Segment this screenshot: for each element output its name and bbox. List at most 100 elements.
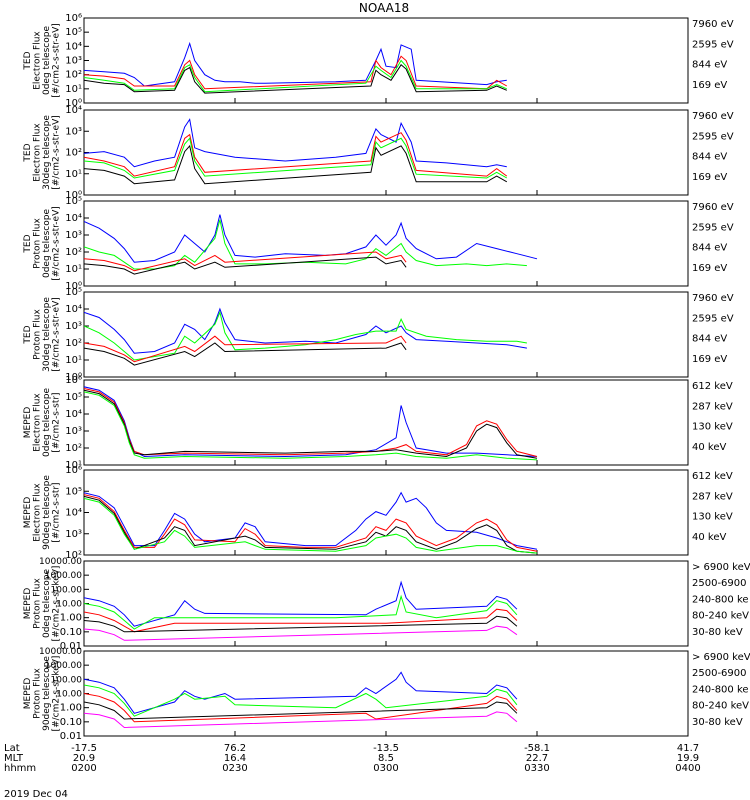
series-green <box>84 497 538 554</box>
legend-entry: 2500-6900 <box>692 668 747 679</box>
y-axis-label: Proton Flux <box>33 218 43 269</box>
y-tick-label: 10¹ <box>65 264 82 275</box>
series-group <box>84 491 538 554</box>
legend-entry: 2595 eV <box>692 39 734 50</box>
y-axis-label: 0deg telescope <box>42 388 52 458</box>
y-axis-label: TED <box>23 51 33 70</box>
panel-6: 10² 10³ 10⁴ 10⁵ 10⁶ MEPED Electron Flux 90deg t… <box>23 465 733 561</box>
figure-date: 2019 Dec 04 <box>4 789 68 800</box>
y-axis-label: [#/cm2-s-sr-keV] <box>52 566 62 642</box>
time-axis-tick-mlt: 8.5 <box>378 753 394 764</box>
panel-frame <box>83 650 689 737</box>
series-red <box>84 494 538 552</box>
legend-entry: 240-800 ke <box>692 684 749 695</box>
y-axis-label: TED <box>23 234 33 253</box>
series-group <box>84 386 538 461</box>
legend-entry: 40 keV <box>692 532 726 543</box>
series-green <box>84 310 527 361</box>
y-tick-label: 10⁰ <box>65 98 82 109</box>
y-axis-label: Electron Flux <box>33 123 43 182</box>
series-green <box>84 594 518 630</box>
time-axis-tick-mlt: 22.7 <box>526 753 548 764</box>
y-tick-label: 10² <box>65 550 82 561</box>
panel-frame <box>83 469 689 556</box>
y-tick-label: 10⁴ <box>65 409 82 420</box>
y-axis-label: [#/cm2-s-str] <box>52 482 62 542</box>
legend-entry: 169 eV <box>692 172 727 183</box>
y-axis-label: MEPED <box>23 497 33 529</box>
y-tick-label: 10¹ <box>65 355 82 366</box>
legend-entry: 30-80 keV <box>692 717 743 728</box>
y-axis-label: [#/cm2-s-str-eV] <box>52 23 62 98</box>
y-tick-label: 10² <box>65 338 82 349</box>
time-axis-tick-lat: 76.2 <box>224 743 246 754</box>
series-blue <box>84 41 507 87</box>
series-red <box>84 251 407 272</box>
panel-3: 10⁰ 10¹ 10² 10³ 10⁴ 10⁵ TED Proton Flux 0deg tel… <box>23 196 734 292</box>
legend-entry: 240-800 ke <box>692 594 749 605</box>
series-black <box>84 144 508 185</box>
series-black <box>84 342 407 366</box>
panel-2: 10⁰ 10¹ 10² 10³ 10⁴ TED Electron Flux 30deg tel… <box>23 105 734 201</box>
series-black <box>84 64 507 94</box>
y-tick-label: 10⁴ <box>65 304 82 315</box>
time-axis-tick-lat: -58.1 <box>524 743 550 754</box>
y-tick-label: 10³ <box>65 230 82 241</box>
y-tick-label: 1000.00 <box>45 571 82 581</box>
panel-5: 10¹ 10² 10³ 10⁴ 10⁵ 10⁶ MEPED Electron Flux 0deg… <box>23 375 733 471</box>
time-axis-row-label: hhmm <box>4 763 36 774</box>
y-tick-label: 10⁵ <box>65 287 82 298</box>
panel-4: 10⁰ 10¹ 10² 10³ 10⁴ 10⁵ TED Proton Flux 30deg te… <box>23 287 734 383</box>
series-blue <box>84 214 538 263</box>
y-tick-label: 0.10 <box>60 717 82 728</box>
y-tick-label: 0.01 <box>60 731 82 742</box>
series-magenta <box>84 625 518 641</box>
y-axis-label: [#/cm2-s-str-eV] <box>52 297 62 372</box>
y-tick-label: 10³ <box>65 426 82 437</box>
y-tick-label: 10000.00 <box>39 557 82 567</box>
y-tick-label: 10² <box>65 70 82 81</box>
legend-entry: 169 eV <box>692 354 727 365</box>
y-axis-label: Proton Flux <box>33 668 43 719</box>
legend-entry: 2595 eV <box>692 131 734 142</box>
y-axis-label: Electron Flux <box>33 31 43 90</box>
series-red <box>84 55 508 90</box>
series-group <box>84 118 508 185</box>
legend-entry: 80-240 keV <box>692 701 749 712</box>
legend-entry: 80-240 keV <box>692 611 749 622</box>
figure-title: NOAA18 <box>359 1 409 15</box>
series-red <box>84 132 508 177</box>
legend-entry: 2595 eV <box>692 222 734 233</box>
y-tick-label: 10000.00 <box>39 647 82 657</box>
y-tick-label: 10² <box>65 247 82 258</box>
series-black <box>84 701 518 720</box>
time-axis-tick-mlt: 16.4 <box>224 753 246 764</box>
y-tick-label: 10⁶ <box>65 465 82 476</box>
legend-entry: 169 eV <box>692 263 727 274</box>
y-tick-label: 10⁶ <box>65 375 82 386</box>
series-group <box>84 307 527 366</box>
y-tick-label: 10³ <box>65 321 82 332</box>
series-magenta <box>84 711 518 729</box>
series-red <box>84 335 407 363</box>
y-tick-label: 10⁴ <box>65 105 82 116</box>
y-axis-label: [#/cm2-s-str] <box>52 392 62 452</box>
legend-entry: 287 keV <box>692 401 733 412</box>
legend-entry: > 6900 keV <box>692 562 750 573</box>
panel-7: 0.01 0.10 1.00 10.00 100.00 1000.00 10000.00 ME… <box>23 557 750 652</box>
time-axis-tick-hhmm: 0300 <box>373 763 398 774</box>
legend-entry: 2595 eV <box>692 313 734 324</box>
y-tick-label: 10⁴ <box>65 508 82 519</box>
series-red <box>84 693 518 723</box>
legend-entry: 7960 eV <box>692 202 734 213</box>
series-blue <box>84 491 538 550</box>
y-tick-label: 10⁰ <box>65 281 82 292</box>
y-axis-label: Proton Flux <box>33 309 43 360</box>
y-tick-label: 10⁴ <box>65 213 82 224</box>
y-axis-label: Electron Flux <box>33 393 43 452</box>
legend-entry: 7960 eV <box>692 19 734 30</box>
y-tick-label: 100.00 <box>51 585 83 595</box>
y-tick-label: 10⁴ <box>65 41 82 52</box>
y-axis-label: [#/cm2-s-str-eV] <box>52 115 62 190</box>
